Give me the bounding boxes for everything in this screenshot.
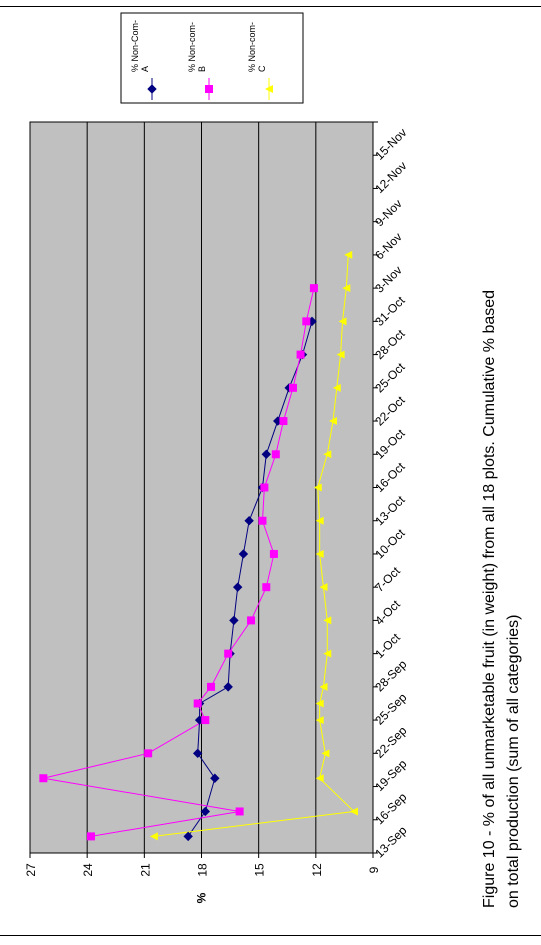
data-point-series-3 xyxy=(342,284,351,293)
caption-line-2: on total production (sum of all categori… xyxy=(505,615,522,908)
x-tick-label: 1-Oct xyxy=(372,630,403,661)
series-line-1 xyxy=(187,321,313,837)
data-point-series-2 xyxy=(207,682,216,691)
data-point-series-2 xyxy=(247,616,256,625)
x-tick-label: 28-Sep xyxy=(372,657,409,694)
x-tick-label: 28-Oct xyxy=(372,326,408,362)
data-point-series-1 xyxy=(238,549,249,559)
data-point-series-3 xyxy=(344,250,353,259)
data-point-series-3 xyxy=(315,699,324,708)
data-point-series-3 xyxy=(338,317,347,326)
data-point-series-1 xyxy=(183,831,193,842)
data-point-series-2 xyxy=(224,649,233,658)
data-point-series-1 xyxy=(229,615,239,626)
legend-label-2: % Non-com-B xyxy=(187,22,207,72)
x-tick-label: 3-Nov xyxy=(372,263,405,296)
x-tick-label: 6-Nov xyxy=(372,230,405,263)
x-tick-label: 31-Oct xyxy=(372,293,408,329)
x-tick-label: 19-Sep xyxy=(372,757,409,794)
series-markers xyxy=(39,250,358,842)
data-point-series-3 xyxy=(336,350,345,359)
y-axis-label: % xyxy=(195,892,209,903)
data-point-series-3 xyxy=(349,807,358,816)
y-tick-label: 18 xyxy=(196,863,210,877)
data-point-series-3 xyxy=(323,450,332,459)
legend-label-3: % Non-com-C xyxy=(247,22,267,72)
x-tick-label: 25-Sep xyxy=(372,690,409,727)
y-tick-label: 21 xyxy=(138,863,152,877)
data-point-series-3 xyxy=(323,616,332,625)
caption-line-1: Figure 10 - % of all unmarketable fruit … xyxy=(481,290,498,908)
data-point-series-3 xyxy=(315,774,324,783)
x-tick-label: 13-Oct xyxy=(372,492,408,528)
data-point-series-1 xyxy=(192,748,203,759)
data-point-series-2 xyxy=(271,450,280,459)
data-point-series-3 xyxy=(319,682,328,691)
data-point-series-1 xyxy=(210,773,220,783)
data-point-series-3 xyxy=(315,716,324,725)
data-point-series-3 xyxy=(313,483,322,492)
data-point-series-3 xyxy=(319,583,328,592)
x-axis-ticks: 13-Sep16-Sep19-Sep22-Sep25-Sep28-Sep1-Oc… xyxy=(372,121,410,861)
x-tick-label: 13-Sep xyxy=(372,823,409,860)
x-tick-label: 4-Oct xyxy=(372,597,403,628)
bottom-rule xyxy=(0,935,541,936)
data-point-series-1 xyxy=(261,449,271,459)
data-point-series-2 xyxy=(309,284,318,293)
data-point-series-2 xyxy=(296,350,305,359)
data-point-series-2 xyxy=(86,832,95,841)
data-point-series-3 xyxy=(315,549,324,558)
legend-marker-3 xyxy=(265,85,273,93)
data-point-series-2 xyxy=(258,516,267,525)
data-point-series-2 xyxy=(193,699,202,708)
y-tick-label: 24 xyxy=(81,863,95,877)
x-tick-label: 15-Nov xyxy=(372,125,409,162)
data-point-series-1 xyxy=(244,516,254,526)
data-point-series-2 xyxy=(235,807,244,816)
x-tick-label: 16-Sep xyxy=(372,790,409,827)
data-point-series-3 xyxy=(315,516,324,525)
x-tick-label: 7-Oct xyxy=(372,564,403,595)
x-tick-label: 22-Oct xyxy=(372,393,408,429)
x-tick-label: 25-Oct xyxy=(372,359,408,395)
series-line-3 xyxy=(153,254,356,837)
data-point-series-2 xyxy=(302,317,311,326)
y-tick-label: 12 xyxy=(310,863,324,877)
y-tick-label: 9 xyxy=(367,866,381,873)
x-tick-label: 10-Oct xyxy=(372,526,408,562)
data-point-series-2 xyxy=(144,749,153,758)
x-tick-label: 12-Nov xyxy=(372,159,409,196)
data-point-series-3 xyxy=(332,383,341,392)
data-point-series-2 xyxy=(269,549,278,558)
data-point-series-3 xyxy=(149,832,158,841)
top-rule xyxy=(0,6,541,7)
x-tick-label: 19-Oct xyxy=(372,426,408,462)
data-point-series-3 xyxy=(328,417,337,426)
data-point-series-1 xyxy=(232,582,243,592)
legend-label-1: % Non-Com-A xyxy=(130,20,150,72)
data-point-series-2 xyxy=(201,716,210,725)
data-point-series-2 xyxy=(39,774,48,783)
y-tick-label: 27 xyxy=(24,863,38,877)
legend: % Non-Com-A % Non-com-B % Non-com-C xyxy=(120,12,304,104)
data-point-series-1 xyxy=(200,806,211,817)
x-tick-label: 9-Nov xyxy=(372,197,405,230)
y-tick-label: 15 xyxy=(253,863,267,877)
data-point-series-1 xyxy=(223,682,233,692)
data-point-series-2 xyxy=(288,383,297,392)
data-point-series-2 xyxy=(279,417,288,426)
data-point-series-2 xyxy=(262,583,271,592)
legend-marker-2 xyxy=(205,85,213,93)
data-point-series-3 xyxy=(321,749,330,758)
x-tick-label: 16-Oct xyxy=(372,459,408,495)
legend-marker-1 xyxy=(147,84,157,94)
data-point-series-3 xyxy=(323,649,332,658)
x-tick-label: 22-Sep xyxy=(372,723,409,760)
data-point-series-2 xyxy=(260,483,269,492)
y-axis-ticks: 9 12 15 18 21 24 27 xyxy=(24,853,381,877)
